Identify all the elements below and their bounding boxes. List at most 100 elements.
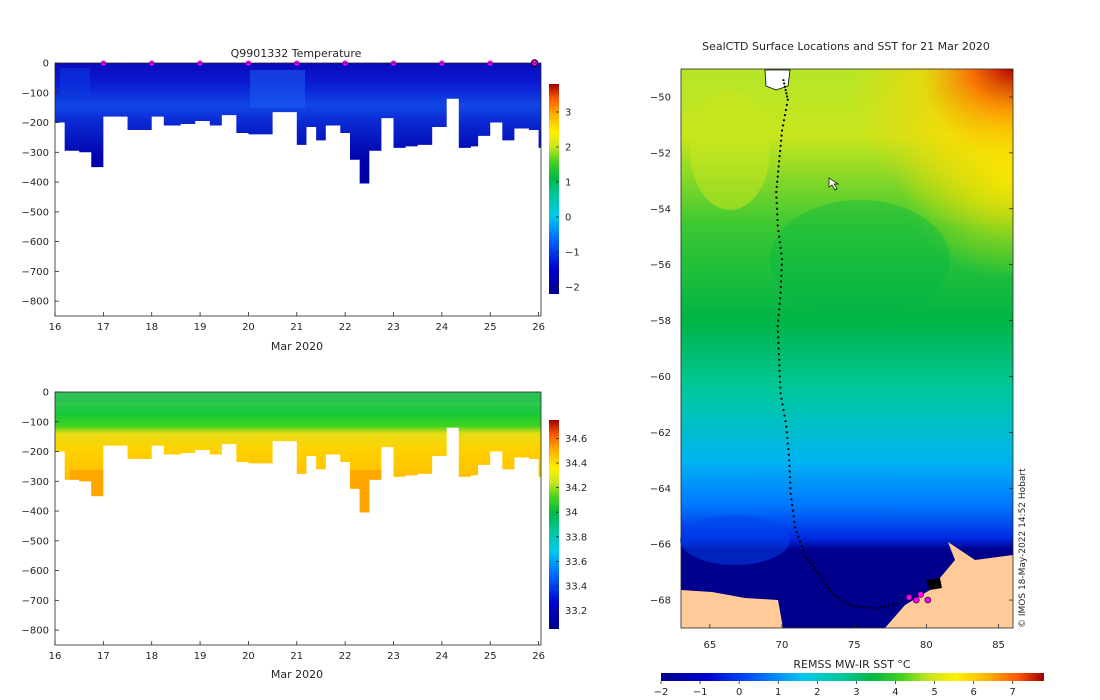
credit-text: © IMOS 18-May-2022 14:52 Hobart [1018,468,1028,628]
track-point [777,352,781,356]
y-tick-label: −800 [22,626,49,637]
track-point [777,170,780,173]
temperature-colorbar [549,84,559,294]
map-x-tick-label: 80 [920,640,933,651]
track-point [775,207,779,210]
track-point [827,586,830,590]
x-tick-label: 25 [484,651,497,662]
x-tick-label: 16 [49,322,62,333]
salinity-y-ticks: 0 −100 −200 −300 −400 −500 −600 −700 −800 [22,388,59,637]
salinity-colorbar [549,420,559,629]
track-point [824,583,828,586]
track-point [790,498,793,501]
track-point [775,196,778,199]
track-point [806,557,809,560]
sst-colorbar-tick-label: 3 [853,687,859,698]
sst-colorbar-tick-label: 0 [736,687,742,698]
track-point [786,98,789,101]
track-point [804,554,807,557]
map-y-tick-label: −62 [650,428,671,439]
track-point [811,564,814,567]
seal-locations [905,591,932,604]
track-point [843,600,847,604]
track-point [783,414,786,417]
y-tick-label: −600 [22,237,49,248]
track-point [858,605,861,608]
y-tick-label: −100 [22,417,49,428]
track-point [780,134,783,137]
track-point [777,341,780,345]
track-point [780,274,783,277]
y-tick-label: 0 [43,59,49,70]
track-point [779,380,782,384]
track-point [779,139,783,142]
map-x-ticks: 65 70 75 80 85 [704,624,1005,651]
track-point [787,448,790,451]
x-tick-label: 24 [435,322,448,333]
track-point [776,218,779,222]
track-point [778,160,781,163]
map-x-tick-label: 75 [848,640,861,651]
track-point [782,408,785,412]
track-point [800,544,803,548]
map-title: SealCTD Surface Locations and SST for 21… [702,40,990,53]
ice-feature [926,578,942,590]
track-point [785,431,788,434]
x-tick-label: 24 [435,651,448,662]
track-point [778,364,781,367]
track-point [786,442,789,445]
map-y-tick-label: −66 [650,540,671,551]
track-point [778,369,781,372]
track-point [779,291,782,294]
track-point [792,515,795,518]
track-point [779,246,782,249]
sst-colorbar-tick-label: 1 [775,687,781,698]
colorbar-tick-label: −1 [565,248,580,259]
track-point [798,540,802,543]
y-tick-label: −300 [22,148,49,159]
x-tick-label: 26 [532,651,545,662]
y-tick-label: −500 [22,536,49,547]
x-tick-label: 20 [242,651,255,662]
seal-location-marker [912,596,920,604]
colorbar-tick-label: 33.4 [565,581,587,592]
track-point [879,606,882,609]
sst-field [680,69,1013,628]
track-point [776,325,779,328]
map-axes [680,68,1014,629]
track-point [789,481,792,484]
track-point [783,85,787,88]
track-point [782,119,786,122]
track-point [776,180,779,183]
colorbar-tick-label: 34.2 [565,483,587,494]
track-point [808,560,812,563]
antarctic-land-east [885,542,1013,628]
y-tick-label: −500 [22,207,49,218]
salinity-x-ticks: 16 17 18 19 20 21 22 23 24 25 26 [49,641,545,662]
track-point [788,475,792,479]
y-tick-label: −700 [22,596,49,607]
track-point [847,602,850,605]
track-point [780,397,783,400]
map-y-tick-label: −58 [650,316,671,327]
track-point [781,403,784,406]
map-y-tick-label: −56 [650,260,671,271]
temperature-x-label: Mar 2020 [271,340,323,353]
track-point [837,597,840,600]
y-tick-label: −800 [22,297,49,308]
track-point [777,336,780,339]
track-point [775,190,778,194]
track-point [802,549,805,552]
track-point [793,520,796,523]
sst-colorbar-label: REMSS MW-IR SST °C [793,658,911,671]
sst-colorbar-ticks: −2 −1 0 1 2 3 4 5 6 7 [654,681,1016,698]
colorbar-tick-label: 1 [565,178,571,189]
salinity-panel: 16 17 18 19 20 21 22 23 24 25 26 0 −100 −200 −300 −400… [22,388,588,682]
seal-track [775,79,899,610]
track-point [781,124,785,127]
map-y-tick-label: −52 [650,148,671,159]
track-point [784,420,787,423]
x-tick-label: 22 [339,322,352,333]
y-tick-label: −200 [22,447,49,458]
track-point [791,509,794,512]
